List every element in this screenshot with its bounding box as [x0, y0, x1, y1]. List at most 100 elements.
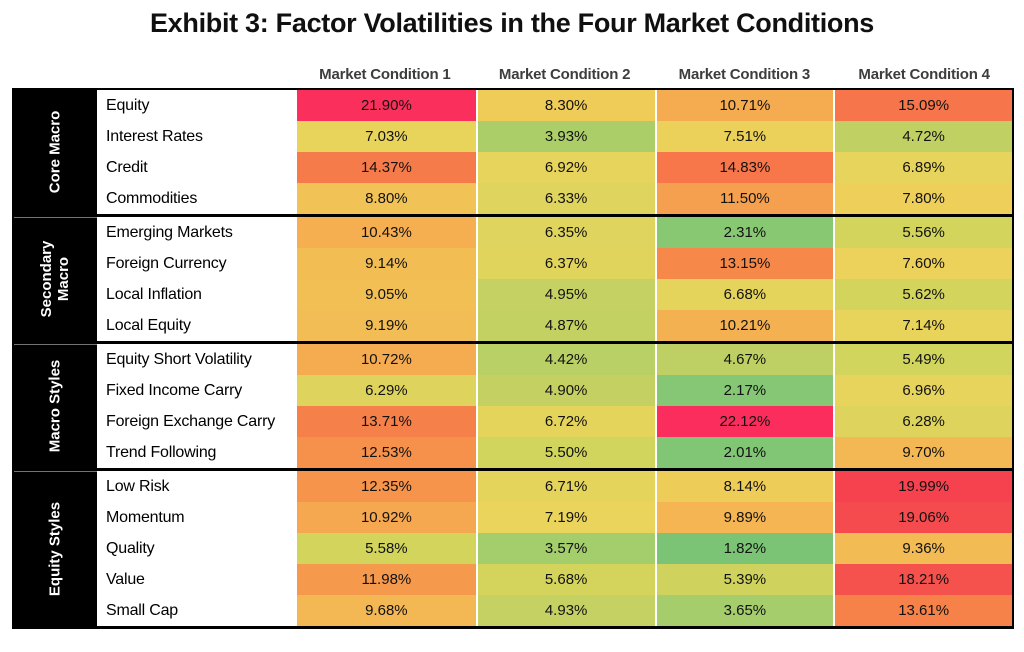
factor-label: Equity Short Volatility [97, 344, 297, 375]
factor-label: Local Inflation [97, 279, 297, 310]
value-cell: 2.17% [654, 375, 834, 406]
value-cell: 6.29% [297, 375, 476, 406]
value-cell: 5.49% [833, 344, 1012, 375]
value-cell: 9.68% [297, 595, 476, 626]
value-cell: 4.95% [475, 279, 655, 310]
value-cell: 6.89% [833, 152, 1012, 183]
value-cell: 10.43% [297, 217, 476, 248]
value-cell: 9.19% [297, 310, 476, 341]
factor-label: Interest Rates [97, 121, 297, 152]
value-cell: 19.99% [833, 471, 1012, 502]
value-cell: 6.33% [475, 183, 655, 214]
column-header-market-condition-2: Market Condition 2 [498, 66, 631, 83]
value-cell: 11.50% [654, 183, 834, 214]
value-cell: 6.96% [833, 375, 1012, 406]
value-cell: 22.12% [654, 406, 834, 437]
value-cell: 9.70% [833, 437, 1012, 468]
group-section: Secondary Macro Emerging Markets 10.43% 6.35… [14, 214, 1012, 341]
group-label: Secondary Macro [14, 217, 97, 341]
column-header-market-condition-4: Market Condition 4 [858, 66, 990, 83]
factor-label: Trend Following [97, 437, 297, 468]
value-cell: 14.37% [297, 152, 476, 183]
value-cell: 9.05% [297, 279, 476, 310]
value-cell: 5.39% [654, 564, 834, 595]
value-cell: 5.68% [475, 564, 655, 595]
page-title: Exhibit 3: Factor Volatilities in the Fo… [149, 8, 875, 38]
value-cell: 13.71% [297, 406, 476, 437]
value-cell: 6.68% [654, 279, 834, 310]
factor-label: Foreign Currency [97, 248, 297, 279]
value-cell: 4.67% [654, 344, 834, 375]
value-cell: 7.03% [297, 121, 476, 152]
value-cell: 5.50% [475, 437, 655, 468]
value-cell: 7.19% [475, 502, 655, 533]
value-cell: 14.83% [654, 152, 834, 183]
value-cell: 3.93% [475, 121, 655, 152]
factor-label: Commodities [97, 183, 297, 214]
value-cell: 6.92% [475, 152, 655, 183]
factor-label: Local Equity [97, 310, 297, 341]
value-cell: 8.80% [297, 183, 476, 214]
value-cell: 5.58% [297, 533, 476, 564]
factor-label: Emerging Markets [97, 217, 297, 248]
factor-label: Value [97, 564, 297, 595]
value-cell: 6.37% [475, 248, 655, 279]
value-cell: 13.61% [833, 595, 1012, 626]
factor-label: Fixed Income Carry [97, 375, 297, 406]
value-cell: 15.09% [833, 90, 1012, 121]
value-cell: 2.01% [654, 437, 834, 468]
value-cell: 10.71% [654, 90, 834, 121]
column-header-market-condition-3: Market Condition 3 [678, 66, 811, 83]
value-cell: 5.62% [833, 279, 1012, 310]
value-cell: 9.14% [297, 248, 476, 279]
factor-label: Credit [97, 152, 297, 183]
value-cell: 2.31% [654, 217, 834, 248]
value-cell: 12.53% [297, 437, 476, 468]
value-cell: 7.14% [833, 310, 1012, 341]
value-cell: 8.14% [654, 471, 834, 502]
factor-label: Low Risk [97, 471, 297, 502]
value-cell: 10.21% [654, 310, 834, 341]
value-cell: 6.71% [475, 471, 655, 502]
group-section: Equity Styles Low Risk 12.35% 6.71% 8.14% 19.… [14, 468, 1012, 626]
value-cell: 4.90% [475, 375, 655, 406]
column-header-market-condition-1: Market Condition 1 [319, 66, 451, 83]
factor-label: Small Cap [97, 595, 297, 626]
group-label: Core Macro [14, 90, 97, 214]
value-cell: 4.42% [475, 344, 655, 375]
value-cell: 3.65% [654, 595, 834, 626]
value-cell: 10.92% [297, 502, 476, 533]
value-cell: 6.72% [475, 406, 655, 437]
value-cell: 21.90% [297, 90, 476, 121]
value-cell: 7.80% [833, 183, 1012, 214]
value-cell: 18.21% [833, 564, 1012, 595]
value-cell: 5.56% [833, 217, 1012, 248]
value-cell: 10.72% [297, 344, 476, 375]
factor-label: Equity [97, 90, 297, 121]
value-cell: 4.87% [475, 310, 655, 341]
value-cell: 11.98% [297, 564, 476, 595]
group-label: Macro Styles [14, 344, 97, 468]
value-cell: 13.15% [654, 248, 834, 279]
value-cell: 6.35% [475, 217, 655, 248]
factor-label: Momentum [97, 502, 297, 533]
group-label: Equity Styles [14, 471, 97, 626]
factor-label: Quality [97, 533, 297, 564]
value-cell: 12.35% [297, 471, 476, 502]
value-cell: 6.28% [833, 406, 1012, 437]
value-cell: 4.93% [475, 595, 655, 626]
value-cell: 7.51% [654, 121, 834, 152]
value-cell: 3.57% [475, 533, 655, 564]
value-cell: 19.06% [833, 502, 1012, 533]
group-section: Core Macro Equity 21.90% 8.30% 10.71% 15.09% I… [14, 90, 1012, 214]
value-cell: 1.82% [654, 533, 834, 564]
value-cell: 9.89% [654, 502, 834, 533]
factor-label: Foreign Exchange Carry [97, 406, 297, 437]
value-cell: 8.30% [475, 90, 655, 121]
column-header-row: Market Condition 1 Market Condition 2 Ma… [12, 66, 1014, 83]
value-cell: 4.72% [833, 121, 1012, 152]
group-section: Macro Styles Equity Short Volatility 10.72… [14, 341, 1012, 468]
value-cell: 7.60% [833, 248, 1012, 279]
heatmap-table: Core Macro Equity 21.90% 8.30% 10.71% 15.09% I… [12, 88, 1014, 629]
value-cell: 9.36% [833, 533, 1012, 564]
